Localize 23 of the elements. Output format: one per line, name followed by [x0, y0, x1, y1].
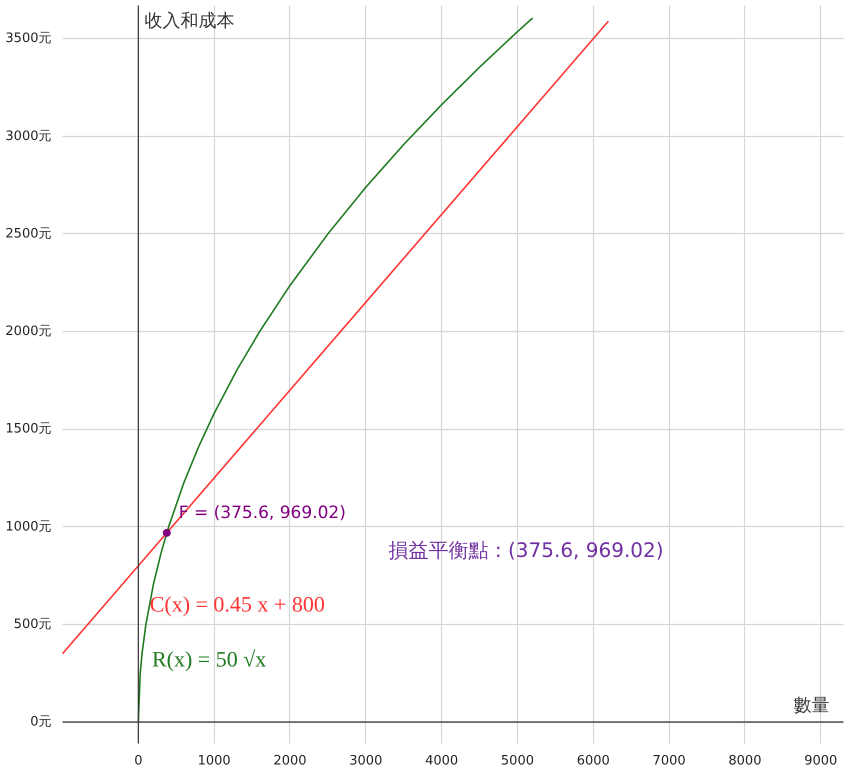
annotation: 損益平衡點 : (375.6, 969.02) — [388, 538, 664, 562]
series-label: R(x) = 50 √x — [152, 646, 266, 672]
y-tick-label: 2000元 — [5, 324, 52, 340]
x-tick-label: 2000 — [273, 754, 307, 768]
y-tick-label: 2500元 — [5, 226, 52, 242]
x-tick-label: 9000 — [804, 754, 838, 768]
x-tick-label: 5000 — [500, 754, 534, 768]
y-tick-label: 1500元 — [5, 422, 52, 437]
y-tick-label: 0元 — [30, 714, 52, 730]
x-axis-title: 數量 — [794, 695, 830, 716]
y-tick-label: 500元 — [14, 616, 52, 632]
x-tick-label: 8000 — [728, 754, 762, 768]
y-axis-title: 收入和成本 — [144, 10, 234, 32]
y-tick-label: 1000元 — [5, 519, 52, 534]
x-tick-label: 3000 — [349, 754, 382, 768]
y-tick-label: 3000元 — [5, 128, 52, 144]
x-tick-label: 6000 — [576, 754, 610, 768]
x-tick-label: 7000 — [652, 754, 686, 768]
x-tick-label: 0 — [134, 754, 142, 768]
x-tick-label: 1000 — [198, 754, 231, 768]
series-label: C(x) = 0.45 x + 800 — [150, 592, 325, 617]
x-tick-label: 4000 — [425, 754, 458, 768]
y-tick-label: 3500元 — [5, 31, 52, 46]
